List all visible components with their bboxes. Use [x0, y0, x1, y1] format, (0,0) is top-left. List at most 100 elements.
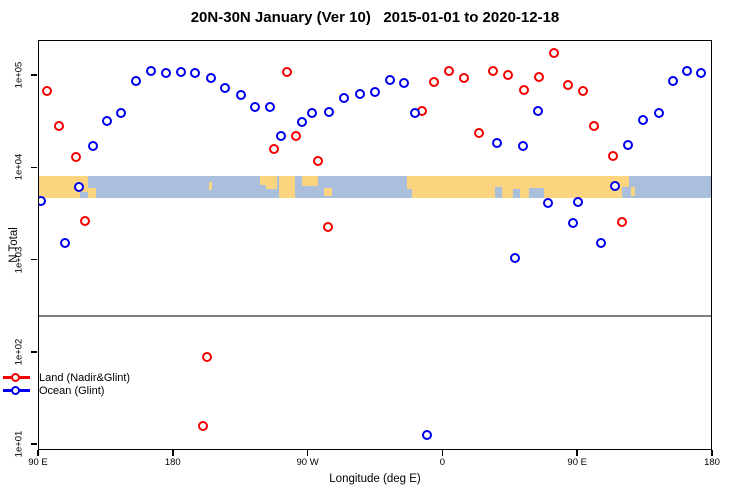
- data-point-ocean: [421, 430, 432, 441]
- data-point-ocean: [130, 75, 141, 86]
- legend-label-ocean: Ocean (Glint): [39, 384, 105, 397]
- data-point-ocean: [384, 74, 395, 85]
- y-tick: [31, 166, 37, 169]
- y-tick: [31, 443, 37, 445]
- world-map-band-land: [79, 175, 89, 193]
- data-point-land: [313, 155, 324, 166]
- data-point-ocean: [653, 107, 664, 118]
- data-point-land: [588, 120, 599, 131]
- data-point-ocean: [409, 107, 420, 118]
- data-point-ocean: [532, 105, 543, 116]
- legend-marker-ocean: [3, 385, 30, 396]
- data-point-ocean: [637, 114, 648, 125]
- data-point-ocean: [38, 195, 46, 206]
- x-tick-label: 90 E: [567, 457, 587, 468]
- x-tick-label: 90 W: [296, 457, 319, 468]
- data-point-ocean: [324, 106, 335, 117]
- world-map-band-land: [266, 175, 277, 190]
- legend-marker-land: [3, 372, 30, 383]
- data-point-land: [282, 66, 293, 77]
- data-point-land: [578, 85, 589, 96]
- data-point-land: [474, 127, 485, 138]
- data-point-ocean: [87, 140, 98, 151]
- world-map-band-land: [324, 187, 332, 196]
- data-point-ocean: [307, 107, 318, 118]
- data-point-land: [291, 130, 302, 141]
- circle-marker-icon: [11, 385, 20, 395]
- data-point-land: [443, 65, 454, 76]
- data-point-ocean: [276, 130, 287, 141]
- data-point-land: [458, 72, 469, 83]
- data-point-land: [80, 215, 91, 226]
- data-point-land: [616, 216, 627, 227]
- data-point-ocean: [668, 75, 679, 86]
- world-map-band-sea-notch: [529, 187, 545, 198]
- x-tick-label: 0: [439, 457, 446, 468]
- x-tick: [711, 450, 713, 456]
- data-point-ocean: [265, 101, 275, 112]
- data-point-ocean: [399, 77, 410, 88]
- world-map-band-land: [301, 175, 319, 186]
- data-point-ocean: [622, 139, 633, 150]
- data-point-ocean: [74, 181, 85, 192]
- data-point-ocean: [189, 68, 200, 79]
- data-point-ocean: [596, 237, 606, 248]
- data-point-land: [519, 84, 530, 95]
- data-point-ocean: [696, 68, 707, 79]
- y-axis-title: N Total: [8, 227, 20, 263]
- data-point-land: [563, 79, 574, 90]
- data-point-ocean: [355, 88, 366, 99]
- legend-label-land: Land (Nadir&Glint): [39, 371, 131, 384]
- x-tick: [441, 450, 444, 456]
- data-point-land: [53, 120, 64, 131]
- world-map-band-land: [412, 175, 623, 198]
- data-point-land: [503, 70, 513, 80]
- x-axis-title: Longitude (deg E): [329, 473, 421, 485]
- world-map-band-land: [622, 175, 629, 187]
- data-point-ocean: [568, 217, 578, 228]
- data-point-land: [71, 151, 82, 162]
- world-map-band-sea-notch: [512, 189, 521, 198]
- x-tick-label: 180: [704, 457, 720, 468]
- data-point-land: [41, 86, 52, 97]
- data-point-land: [548, 48, 559, 59]
- data-point-ocean: [235, 89, 246, 100]
- data-point-ocean: [542, 197, 553, 208]
- legend-entry-land: Land (Nadir&Glint): [3, 371, 130, 384]
- data-point-land: [607, 150, 618, 161]
- data-point-ocean: [250, 101, 261, 112]
- world-map-band-land: [260, 175, 267, 185]
- data-point-ocean: [370, 86, 380, 97]
- world-map-band-land: [38, 175, 80, 198]
- x-tick: [37, 450, 39, 456]
- y-tick-label: 1e+02: [13, 338, 25, 366]
- world-map-band-land: [88, 187, 97, 198]
- data-point-ocean: [161, 68, 172, 79]
- data-point-ocean: [205, 72, 216, 83]
- x-tick-label: 180: [164, 457, 181, 468]
- y-tick: [31, 258, 37, 261]
- separator-line: [38, 315, 712, 317]
- data-point-land: [488, 65, 499, 76]
- y-tick-label: 1e+04: [13, 153, 25, 181]
- data-point-ocean: [146, 65, 157, 76]
- world-map-band-land: [407, 175, 413, 190]
- world-map-band-land: [208, 182, 212, 191]
- data-point-land: [322, 221, 333, 232]
- data-point-ocean: [572, 196, 583, 207]
- x-tick: [576, 450, 578, 456]
- data-point-land: [429, 76, 439, 87]
- data-point-ocean: [338, 92, 349, 103]
- x-tick-label: 90 E: [28, 457, 48, 468]
- page-title: 20N-30N January (Ver 10) 2015-01-01 to 2…: [190, 9, 560, 26]
- world-map-band-sea-notch: [494, 186, 503, 198]
- legend: Land (Nadir&Glint) Ocean (Glint): [3, 371, 130, 397]
- x-tick: [306, 450, 309, 456]
- y-tick: [31, 351, 37, 353]
- data-point-ocean: [510, 252, 521, 263]
- data-point-ocean: [176, 66, 187, 77]
- plot-area: [38, 40, 712, 450]
- data-point-land: [534, 72, 544, 82]
- data-point-ocean: [102, 115, 113, 126]
